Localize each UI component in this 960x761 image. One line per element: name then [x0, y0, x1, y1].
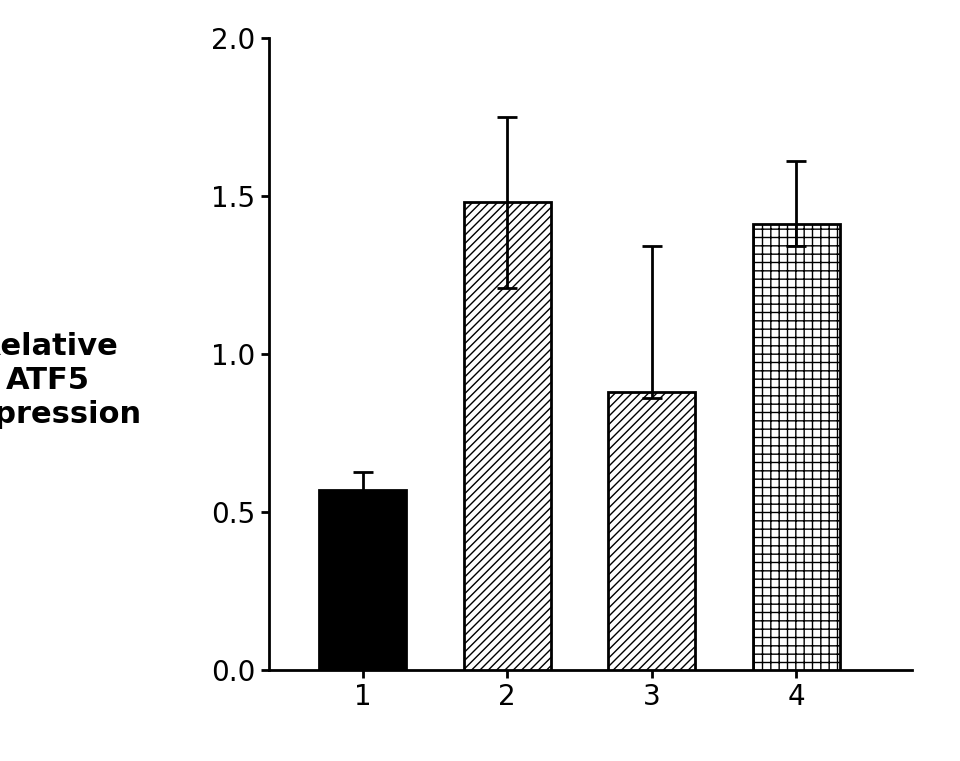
Text: Relative
ATF5
expression: Relative ATF5 expression: [0, 333, 141, 428]
Bar: [320, 489, 406, 670]
Bar: [464, 202, 551, 670]
Bar: [753, 224, 840, 670]
Bar: [609, 392, 695, 670]
